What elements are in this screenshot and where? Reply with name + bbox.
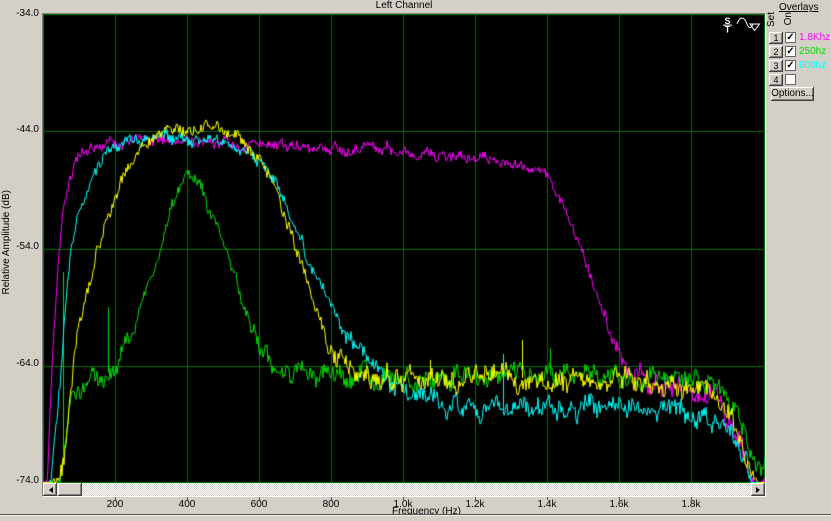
overlay-set-button-1[interactable]: 1 [769,32,783,44]
overlay-label-2: 250hz [799,46,826,57]
horizontal-scrollbar[interactable] [43,483,765,496]
scroll-left-button[interactable] [43,483,57,496]
x-tick-label: 400 [170,499,204,510]
y-tick-label: -34.0 [0,8,39,19]
y-tick-label: -74.0 [0,475,39,486]
overlay-on-checkbox-3[interactable]: ✓ [785,60,796,71]
overlay-on-checkbox-1[interactable]: ✓ [785,32,796,43]
overlay-label-3: 600hz [799,60,826,71]
plot-corner-icons: S T [722,16,761,39]
right-arrow-icon [756,487,763,493]
overlay-on-checkbox-4[interactable] [785,74,796,85]
app-window: Left Channel Relative Amplitude (dB) -34… [0,0,831,521]
spectrum-plot-canvas[interactable] [43,14,765,483]
y-tick-label: -64.0 [0,358,39,369]
chart-title: Left Channel [42,0,766,12]
overlay-row-3: 3 ✓ 600hz [769,59,831,72]
x-tick-label: 1.6k [602,499,636,510]
overlay-row-2: 2 ✓ 250hz [769,45,831,58]
sine-wave-icon [736,16,761,39]
y-tick-label: -44.0 [0,124,39,135]
overlay-row-1: 1 ✓ 1.8Khz [769,31,831,44]
overlay-row-4: 4 [769,73,831,86]
overlay-set-button-4[interactable]: 4 [769,74,783,86]
overlay-set-button-2[interactable]: 2 [769,46,783,58]
st-indicator-icon: S T [722,16,733,39]
x-tick-label: 600 [242,499,276,510]
x-tick-label: 800 [314,499,348,510]
set-column-header: Set [766,12,777,27]
plot-area: S T [42,13,766,497]
overlay-label-1: 1.8Khz [799,32,830,43]
x-tick-label: 1.4k [530,499,564,510]
overlay-on-checkbox-2[interactable]: ✓ [785,46,796,57]
x-tick-label: 1.2k [458,499,492,510]
window-bottom-highlight [0,515,831,516]
x-tick-label: 1.8k [674,499,708,510]
scroll-right-button[interactable] [751,483,765,496]
x-tick-label: 200 [98,499,132,510]
scrollbar-thumb[interactable] [58,483,82,496]
svg-text:T: T [725,25,731,35]
options-button[interactable]: Options... [771,87,814,101]
overlay-set-button-3[interactable]: 3 [769,60,783,72]
on-column-header: On [783,12,794,25]
left-arrow-icon [46,487,53,493]
y-tick-label: -54.0 [0,241,39,252]
